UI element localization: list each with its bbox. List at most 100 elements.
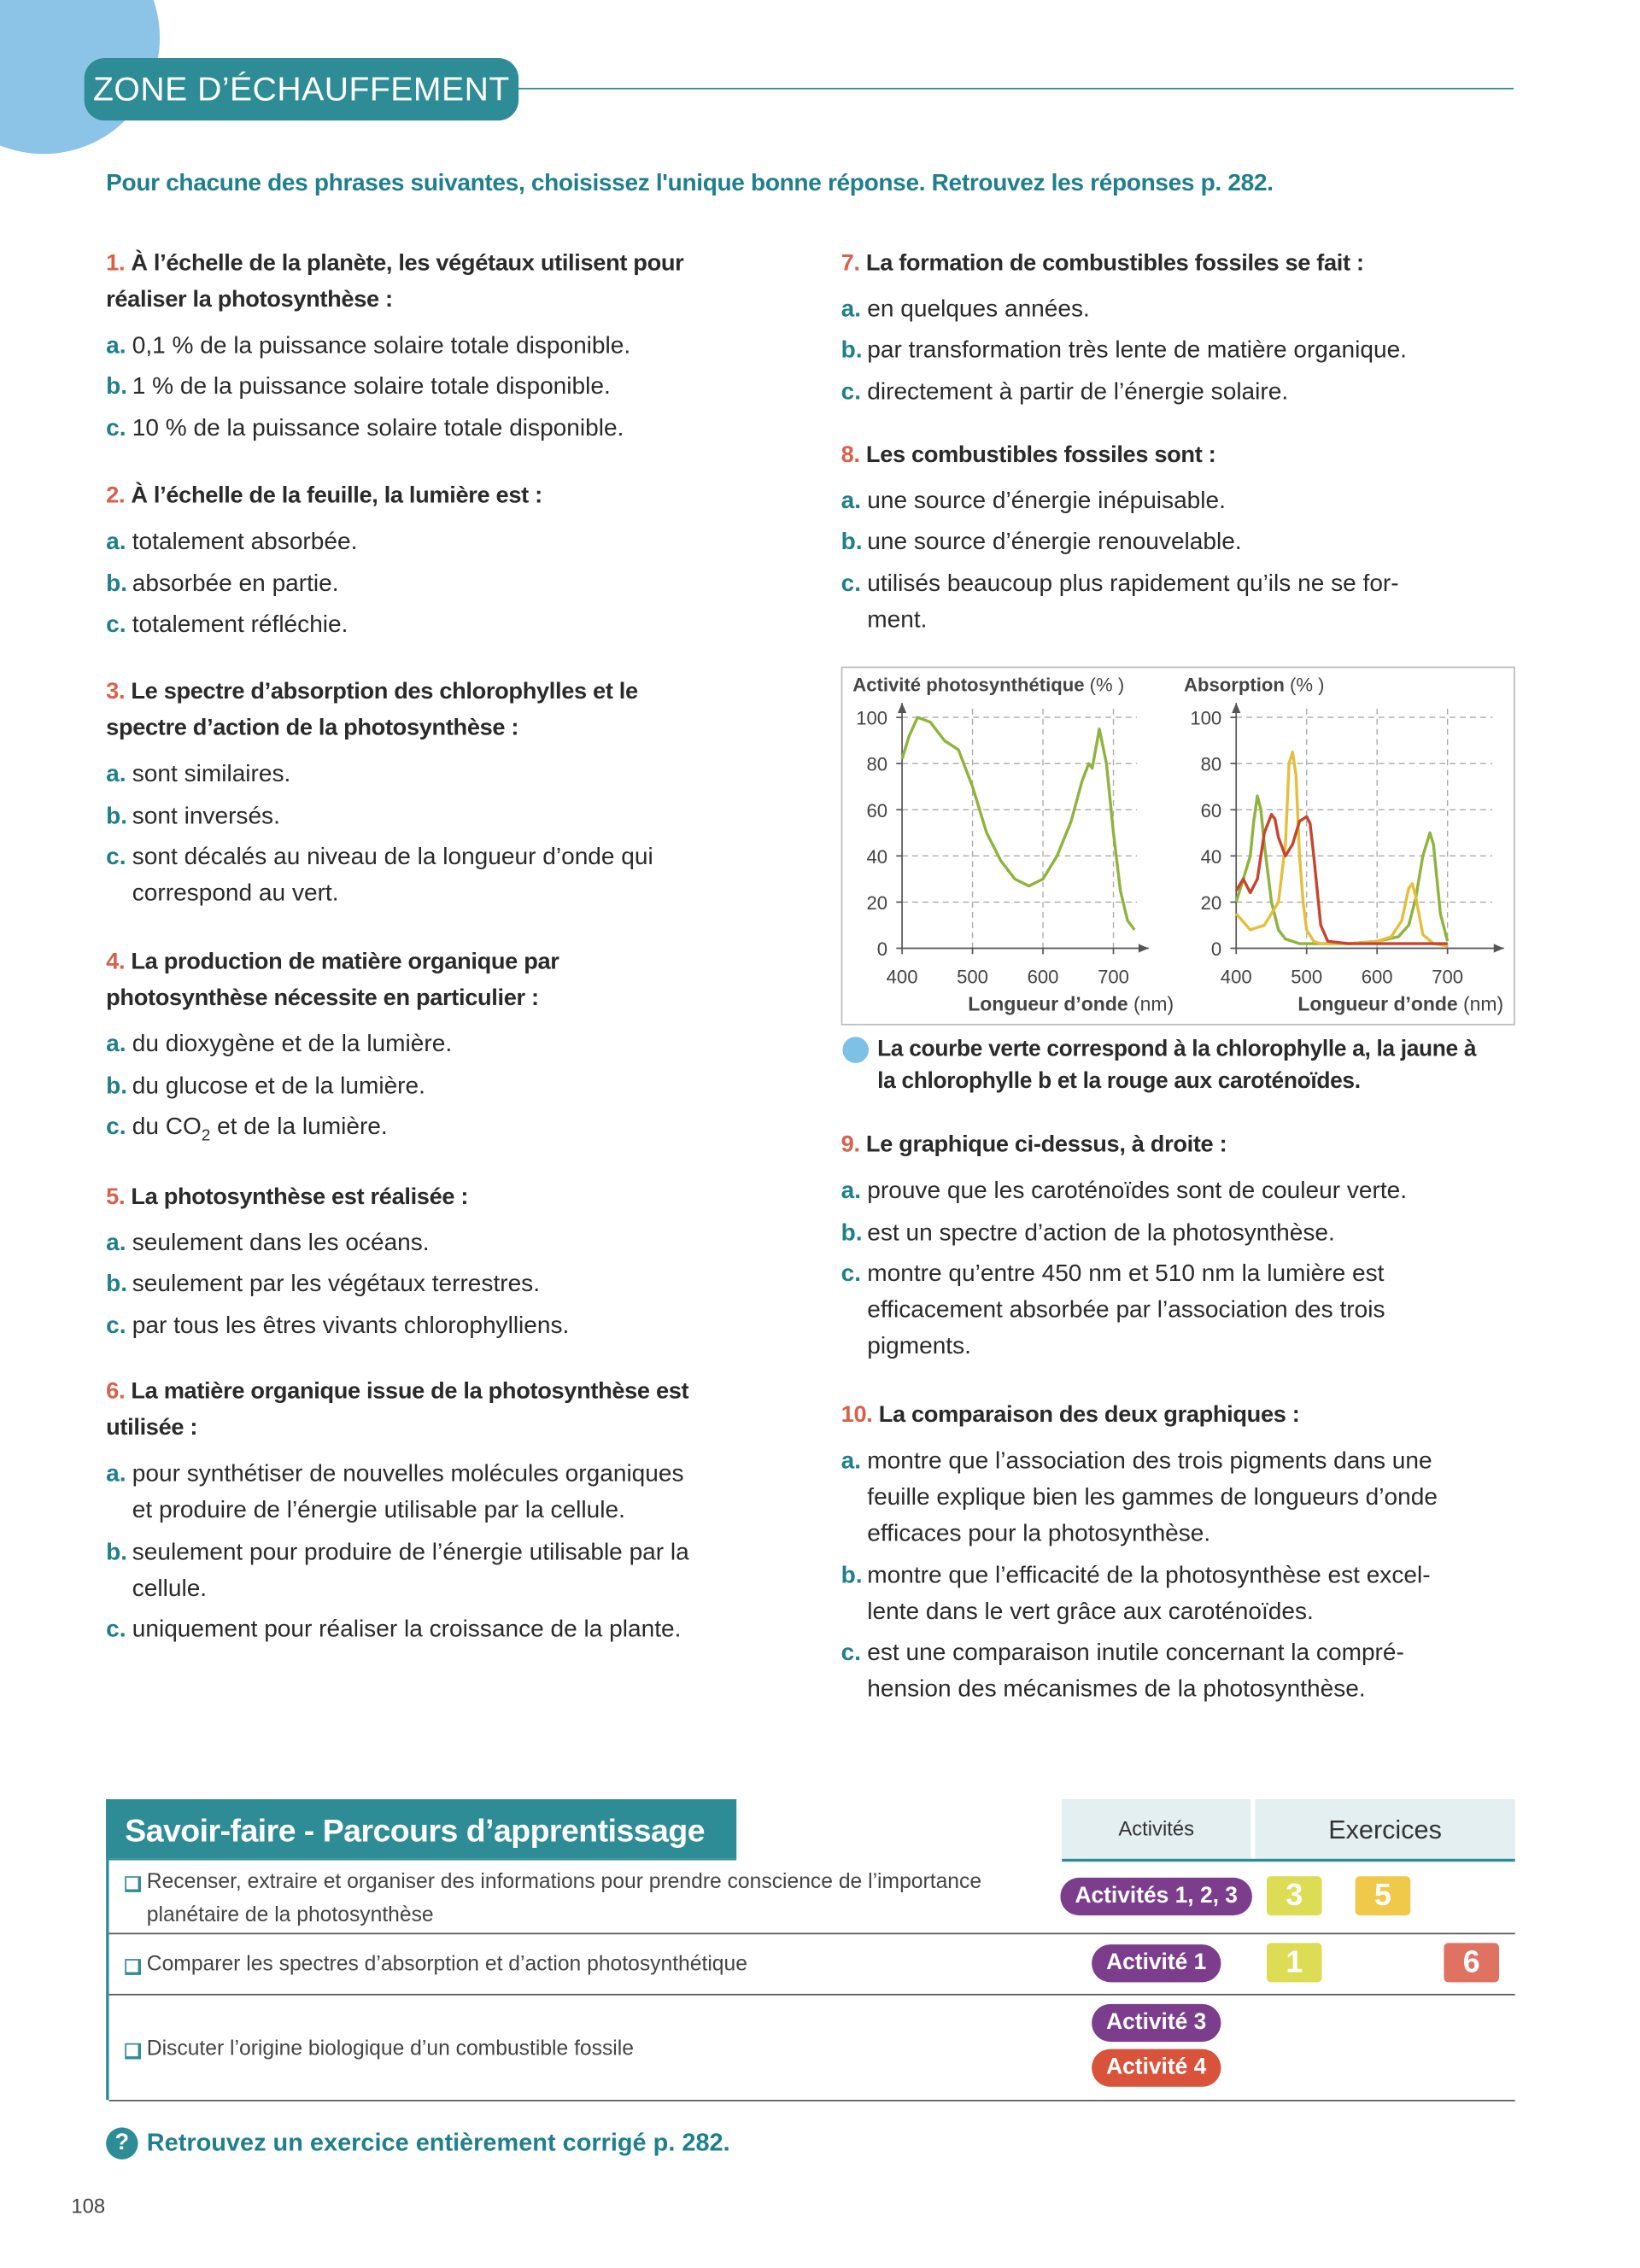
option-letter: a. [840, 295, 862, 322]
question-number: 9. [840, 1132, 860, 1158]
option: b. sont inversés. [106, 798, 803, 834]
activities-header: Activités [1062, 1799, 1251, 1859]
option-text-part: 1 % de la puissance solaire totale dispo… [132, 373, 611, 400]
option-text-part: absorbée en partie. [132, 570, 339, 597]
option-text-part: par tous les êtres vivants chlorophyllie… [132, 1312, 570, 1339]
question-number: 6. [106, 1379, 126, 1405]
y-tick-label: 0 [877, 938, 887, 960]
question-number: 4. [106, 950, 126, 975]
option-letter: a. [840, 487, 862, 514]
option-letter: b. [840, 1562, 863, 1588]
y-tick-label: 0 [1211, 938, 1221, 960]
page-number: 108 [71, 2194, 106, 2218]
y-tick-label: 20 [1201, 892, 1222, 914]
question-number: 8. [840, 441, 860, 467]
option-text: sont inversés. [132, 798, 280, 834]
question-number: 3. [106, 679, 126, 704]
option-letter: b. [106, 1538, 128, 1565]
y-tick-label: 40 [1201, 846, 1222, 868]
option: c. par tous les êtres vivants chlorophyll… [106, 1307, 803, 1344]
question: 8. Les combustibles fossiles sont : a. une… [841, 436, 1538, 638]
option-text: sont décalés au niveau de la longueur d’… [132, 839, 653, 912]
row-separator [108, 2100, 1515, 2101]
skill-text: Discuter l’origine biologique d’un combu… [146, 2037, 634, 2061]
option-text: seulement par les végétaux terrestres. [132, 1266, 540, 1303]
option: b. 1 % de la puissance solaire totale dis… [106, 369, 803, 406]
option-letter: c. [840, 570, 862, 597]
y-tick-label: 40 [867, 846, 888, 868]
question-text: La production de matière organique par p… [106, 950, 559, 1011]
option-letter: a. [840, 1447, 862, 1475]
option: c. utilisés beaucoup plus rapidement qu’i… [841, 565, 1538, 638]
question: 1. À l’échelle de la planète, les végéta… [106, 245, 803, 447]
option-letter: c. [106, 1114, 126, 1140]
option-letter: b. [106, 1271, 128, 1297]
y-tick-label: 80 [867, 754, 888, 775]
question-text: La comparaison des deux graphiques : [878, 1402, 1300, 1428]
option-text-part: totalement absorbée. [132, 529, 358, 555]
x-label-unit: (nm) [1463, 993, 1503, 1015]
question-title: 2. À l’échelle de la feuille, la lumière… [106, 478, 803, 515]
option-letter: c. [840, 378, 862, 405]
option-text: 10 % de la puissance solaire totale disp… [132, 410, 624, 447]
question-title: 10. La comparaison des deux graphiques : [841, 1397, 1538, 1434]
x-tick-label: 700 [1432, 966, 1463, 987]
option-text: est un spectre d’action de la photosynth… [867, 1215, 1335, 1252]
option-text: 0,1 % de la puissance solaire totale dis… [132, 327, 630, 364]
option-text-part: en quelques années. [867, 295, 1090, 322]
option-letter: b. [840, 336, 863, 364]
option: c. du CO2 et de la lumière. [106, 1109, 803, 1154]
question-title: 3. Le spectre d’absorption des chlorophy… [106, 674, 803, 746]
question: 10. La comparaison des deux graphiques :… [841, 1397, 1538, 1708]
option-letter: a. [106, 331, 126, 359]
option-text: montre que l’efficacité de la photosynth… [867, 1558, 1430, 1630]
option: a. seulement dans les océans. [106, 1225, 803, 1261]
option-text-part: montre que l’association des trois pigme… [867, 1447, 1438, 1547]
option-text: absorbée en partie. [132, 565, 339, 602]
y-tick-label: 80 [1201, 754, 1222, 775]
option-text: du CO2 et de la lumière. [132, 1109, 388, 1154]
option: a. montre que l’association des trois pig… [841, 1443, 1538, 1552]
question-text: La formation de combustibles fossiles se… [865, 250, 1364, 276]
y-tick-label: 100 [1190, 708, 1221, 729]
question-title: 4. La production de matière organique pa… [106, 944, 803, 1016]
exercise-badge: 1 [1266, 1943, 1322, 1983]
option-text-part: montre que l’efficacité de la photosynth… [867, 1562, 1431, 1625]
activity-badge: Activité 4 [1092, 2049, 1221, 2087]
option-letter: c. [840, 1640, 862, 1666]
y-tick-label: 100 [856, 708, 887, 729]
footer-icon: ? [106, 2127, 138, 2160]
exercises-header: Exercices [1255, 1799, 1515, 1859]
question-text: Les combustibles fossiles sont : [865, 441, 1216, 467]
option-text: montre qu’entre 450 nm et 510 nm la lumi… [867, 1256, 1385, 1365]
option-text-part: 0,1 % de la puissance solaire totale dis… [132, 331, 631, 359]
option-text-part: prouve que les caroténoïdes sont de coul… [867, 1178, 1408, 1204]
option-text-part: pour synthétiser de nouvelles molécules … [132, 1460, 684, 1523]
header-rule [1062, 1858, 1515, 1862]
checkbox [125, 2043, 141, 2060]
option-text-part: par transformation très lente de matière… [867, 336, 1407, 364]
y-axis-arrow [1232, 703, 1241, 714]
option-letter: b. [840, 529, 863, 555]
x-axis-arrow [1138, 944, 1149, 953]
option-text-part: seulement dans les océans. [132, 1229, 430, 1256]
option-letter: b. [106, 802, 128, 829]
option: c. 10 % de la puissance solaire totale di… [106, 410, 803, 447]
question-title: 5. La photosynthèse est réalisée : [106, 1178, 803, 1215]
skills-title: Savoir-faire - Parcours d’apprentissage [125, 1812, 706, 1849]
question-number: 10. [840, 1402, 873, 1428]
exercise-badge: 6 [1444, 1943, 1500, 1983]
question-text: La matière organique issue de la photosy… [106, 1379, 689, 1441]
option: a. 0,1 % de la puissance solaire totale d… [106, 327, 803, 364]
option-text-part: sont inversés. [132, 802, 280, 829]
row-separator [108, 1932, 1515, 1935]
option-letter: a. [106, 761, 126, 787]
option-text-part: totalement réfléchie. [132, 611, 348, 638]
option-text: du dioxygène et de la lumière. [132, 1026, 452, 1063]
y-label-unit: (% ) [1090, 674, 1125, 695]
x-tick-label: 400 [1221, 966, 1252, 987]
instruction: Pour chacune des phrases suivantes, choi… [106, 169, 1274, 196]
x-axis-label: Longueur d’onde (nm) [968, 993, 1174, 1015]
question-title: 1. À l’échelle de la planète, les végéta… [106, 245, 803, 318]
question: 4. La production de matière organique pa… [106, 944, 803, 1154]
